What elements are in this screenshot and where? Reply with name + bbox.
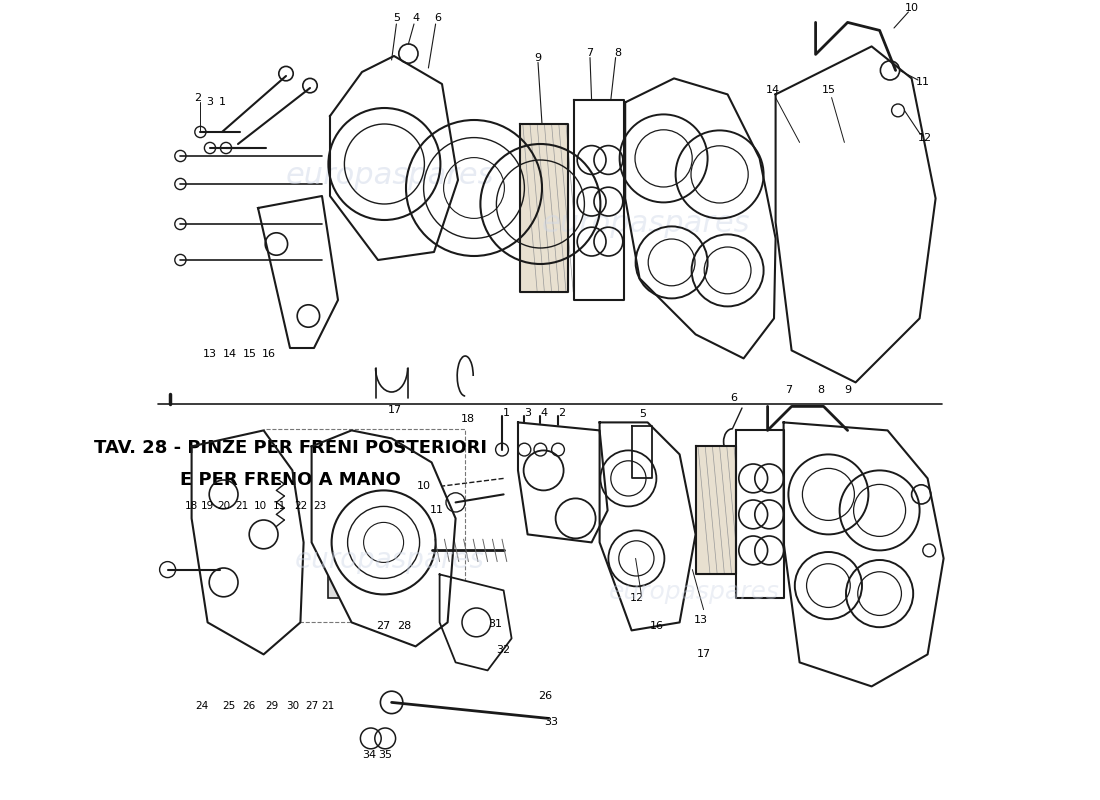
Polygon shape [574,100,624,300]
Text: 8: 8 [817,386,824,395]
Text: 30: 30 [286,701,299,710]
Text: E PER FRENO A MANO: E PER FRENO A MANO [179,471,400,489]
Bar [328,534,375,598]
Polygon shape [518,422,607,542]
Polygon shape [695,446,736,574]
Polygon shape [783,422,944,686]
Text: 22: 22 [294,501,307,510]
Text: 32: 32 [496,645,510,654]
Text: europaspares: europaspares [295,546,485,574]
Text: 7: 7 [586,48,594,58]
Text: 5: 5 [393,14,400,23]
Polygon shape [519,124,568,292]
Text: 5: 5 [639,410,647,419]
Text: 3: 3 [206,98,212,107]
Text: 2: 2 [195,93,201,102]
Text: 9: 9 [844,386,851,395]
Text: 6: 6 [434,14,441,23]
Text: 17: 17 [387,406,402,415]
Polygon shape [330,56,458,260]
Text: 11: 11 [916,77,930,86]
Text: 2: 2 [559,408,565,418]
Polygon shape [736,430,783,598]
Text: 27: 27 [305,701,318,710]
Text: 16: 16 [262,349,275,358]
Text: 10: 10 [254,501,267,510]
Text: 12: 12 [629,594,644,603]
Text: 10: 10 [417,482,430,491]
Text: 16: 16 [650,621,664,630]
Text: 14: 14 [223,349,238,358]
Text: 6: 6 [730,394,737,403]
Text: 4: 4 [412,14,420,23]
Text: 33: 33 [544,717,559,726]
Text: 28: 28 [397,621,411,630]
Polygon shape [776,46,936,382]
Text: europaspares: europaspares [608,580,780,604]
Polygon shape [258,196,338,348]
Text: 11: 11 [429,506,443,515]
Text: 11: 11 [273,501,286,510]
Text: 34: 34 [362,750,376,760]
Text: 9: 9 [535,53,541,62]
Text: 3: 3 [524,408,531,418]
Text: 26: 26 [243,701,256,710]
Bar [264,429,465,622]
Polygon shape [311,430,455,646]
Text: 12: 12 [917,133,932,142]
Text: 19: 19 [201,501,214,510]
Text: 15: 15 [822,85,835,94]
Bar [232,510,272,574]
Text: 13: 13 [204,349,217,358]
Polygon shape [625,78,776,358]
Text: 1: 1 [219,98,225,107]
Text: 27: 27 [376,621,390,630]
Polygon shape [600,422,695,630]
Text: 17: 17 [696,650,711,659]
Text: europaspares: europaspares [541,210,750,238]
Text: 24: 24 [196,701,209,710]
Text: 14: 14 [766,85,780,94]
Text: 23: 23 [314,501,327,510]
Text: 4: 4 [540,408,547,418]
Text: 31: 31 [488,619,503,629]
Text: 8: 8 [615,48,622,58]
Text: 21: 21 [235,501,249,510]
Text: 18: 18 [185,501,198,510]
Text: 35: 35 [378,750,393,760]
Text: 13: 13 [693,615,707,625]
Text: 26: 26 [538,691,552,701]
Text: 20: 20 [217,501,230,510]
Text: TAV. 28 - PINZE PER FRENI POSTERIORI: TAV. 28 - PINZE PER FRENI POSTERIORI [94,439,486,457]
Polygon shape [631,426,652,478]
Text: 7: 7 [784,386,792,395]
Text: 21: 21 [321,701,334,710]
Text: 29: 29 [265,701,278,710]
Polygon shape [440,574,512,670]
Text: 15: 15 [243,349,257,358]
Text: 10: 10 [904,3,918,13]
Text: 18: 18 [461,414,475,424]
Text: 1: 1 [503,408,509,418]
Text: 25: 25 [222,701,235,710]
Polygon shape [191,430,304,654]
Text: europaspares: europaspares [286,162,494,190]
